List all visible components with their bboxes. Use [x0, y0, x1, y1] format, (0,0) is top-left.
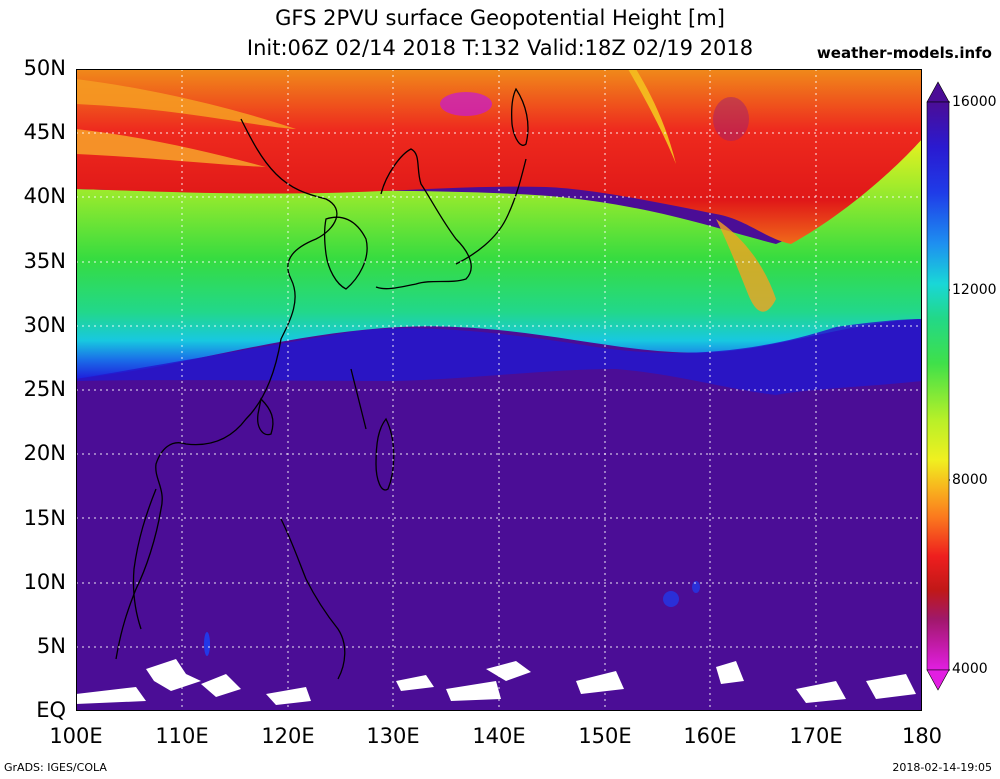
lat-label-30n: 30N — [23, 313, 66, 337]
lon-label-120e: 120E — [261, 724, 315, 748]
low-center — [440, 92, 492, 116]
colorbar-label-12000: 12000 — [952, 282, 997, 298]
lat-label-45n: 45N — [23, 120, 66, 144]
lon-label-170e: 170E — [789, 724, 843, 748]
site-credit: weather-models.info — [816, 44, 992, 62]
colorbar-label-8000: 8000 — [952, 472, 988, 488]
lat-label-40n: 40N — [23, 184, 66, 208]
lon-label-130e: 130E — [366, 724, 420, 748]
lat-label-35n: 35N — [23, 249, 66, 273]
coastlines — [115, 87, 529, 680]
map-canvas — [76, 69, 922, 711]
lat-label-eq: EQ — [36, 698, 66, 722]
colorbar — [926, 81, 950, 691]
lat-label-25n: 25N — [23, 377, 66, 401]
graticule — [76, 69, 922, 711]
colorbar-label-16000: 16000 — [952, 94, 997, 110]
midlat-field — [76, 139, 922, 379]
map-frame — [76, 69, 922, 711]
lon-label-110e: 110E — [155, 724, 209, 748]
map-title: GFS 2PVU surface Geopotential Height [m] — [275, 6, 725, 30]
lat-label-5n: 5N — [36, 634, 66, 658]
lon-label-150e: 150E — [578, 724, 632, 748]
footer-credit: GrADS: IGES/COLA — [4, 761, 107, 774]
lon-label-100e: 100E — [49, 724, 103, 748]
lon-label-160e: 160E — [683, 724, 737, 748]
lon-label-180: 180 — [901, 724, 943, 748]
lat-label-10n: 10N — [23, 570, 66, 594]
lon-label-140e: 140E — [472, 724, 526, 748]
colorbar-label-4000: 4000 — [952, 661, 988, 677]
colorbar-bottom-arrow — [926, 669, 950, 691]
lat-label-50n: 50N — [23, 56, 66, 80]
footer-timestamp: 2018-02-14-19:05 — [892, 761, 992, 774]
missing-data-patches — [76, 659, 916, 705]
lat-label-20n: 20N — [23, 441, 66, 465]
map-subtitle: Init:06Z 02/14 2018 T:132 Valid:18Z 02/1… — [246, 36, 754, 60]
colorbar-top-arrow — [926, 81, 950, 103]
lat-label-15n: 15N — [23, 506, 66, 530]
